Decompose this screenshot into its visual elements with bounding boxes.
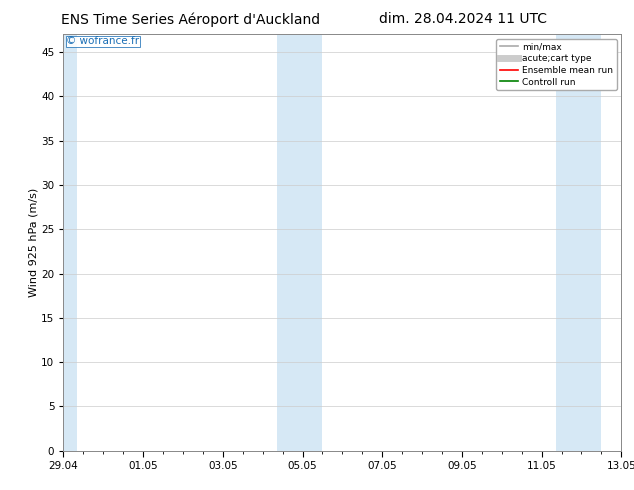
Bar — [276, 34, 323, 451]
Legend: min/max, acute;cart type, Ensemble mean run, Controll run: min/max, acute;cart type, Ensemble mean … — [496, 39, 617, 90]
Bar — [63, 34, 77, 451]
Y-axis label: Wind 925 hPa (m/s): Wind 925 hPa (m/s) — [29, 188, 38, 297]
Text: ENS Time Series Aéroport d'Auckland: ENS Time Series Aéroport d'Auckland — [61, 12, 320, 27]
Bar — [555, 34, 602, 451]
Text: © wofrance.fr: © wofrance.fr — [66, 36, 139, 47]
Text: dim. 28.04.2024 11 UTC: dim. 28.04.2024 11 UTC — [379, 12, 547, 26]
